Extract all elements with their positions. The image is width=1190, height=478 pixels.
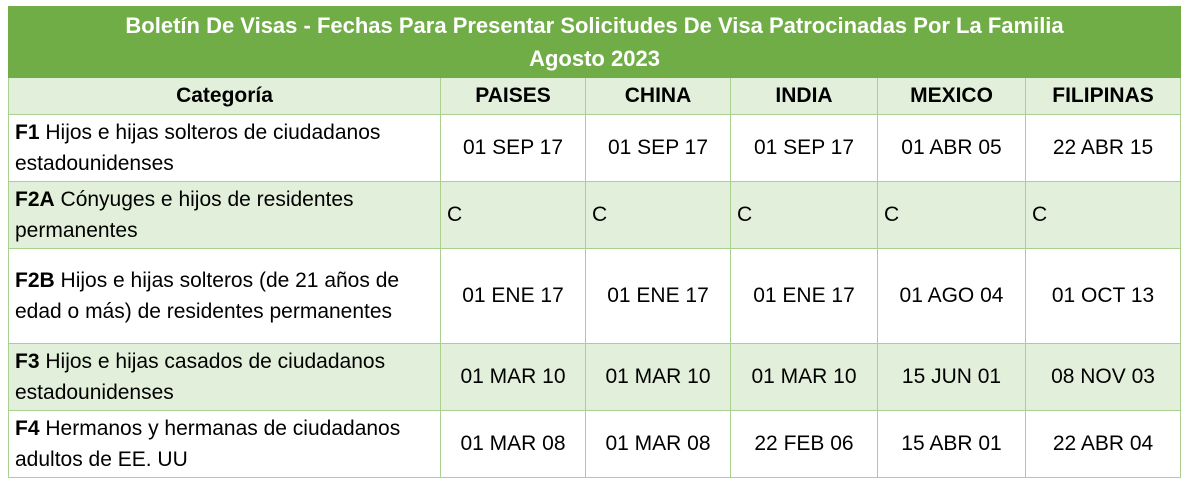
date-cell: 01 OCT 13 bbox=[1024, 248, 1182, 344]
column-header: CHINA bbox=[585, 77, 731, 115]
date-cell: 01 SEP 17 bbox=[585, 114, 731, 182]
date-cell: 01 MAR 10 bbox=[440, 343, 586, 411]
category-code: F1 bbox=[15, 121, 40, 144]
category-code: F3 bbox=[15, 350, 40, 373]
date-cell: C bbox=[877, 181, 1026, 249]
date-cell: 08 NOV 03 bbox=[1024, 343, 1182, 411]
category-cell: F4 Hermanos y hermanas de ciudadanos adu… bbox=[8, 410, 441, 478]
table-row: F1 Hijos e hijas solteros de ciudadanos … bbox=[8, 114, 1182, 182]
category-description: Hijos e hijas solteros (de 21 años de ed… bbox=[15, 269, 400, 323]
table-row: F4 Hermanos y hermanas de ciudadanos adu… bbox=[8, 410, 1182, 478]
category-cell: F2A Cónyuges e hijos de residentes perma… bbox=[8, 181, 441, 249]
category-code: F2B bbox=[15, 269, 55, 292]
date-cell: 15 ABR 01 bbox=[877, 410, 1026, 478]
date-cell: 01 ABR 05 bbox=[877, 114, 1026, 182]
title-line-1: Boletín De Visas - Fechas Para Presentar… bbox=[125, 13, 1064, 38]
date-cell: 01 MAR 10 bbox=[585, 343, 731, 411]
category-description: Hijos e hijas solteros de ciudadanos est… bbox=[15, 121, 381, 175]
column-header: MEXICO bbox=[877, 77, 1026, 115]
column-header: PAISES bbox=[440, 77, 586, 115]
date-cell: 15 JUN 01 bbox=[877, 343, 1026, 411]
date-cell: 01 MAR 08 bbox=[440, 410, 586, 478]
category-cell: F1 Hijos e hijas solteros de ciudadanos … bbox=[8, 114, 441, 182]
column-header: FILIPINAS bbox=[1024, 77, 1182, 115]
date-cell: 01 ENE 17 bbox=[585, 248, 731, 344]
title-line-2: Agosto 2023 bbox=[529, 46, 660, 71]
date-cell: C bbox=[585, 181, 731, 249]
date-cell: 01 SEP 17 bbox=[440, 114, 586, 182]
date-cell: 01 AGO 04 bbox=[877, 248, 1026, 344]
date-cell: 22 ABR 15 bbox=[1024, 114, 1182, 182]
category-description: Hijos e hijas casados de ciudadanos esta… bbox=[15, 350, 386, 404]
category-description: Cónyuges e hijos de residentes permanent… bbox=[15, 188, 354, 242]
date-cell: 01 MAR 08 bbox=[585, 410, 731, 478]
date-cell: C bbox=[730, 181, 878, 249]
table-row: F3 Hijos e hijas casados de ciudadanos e… bbox=[8, 343, 1182, 411]
date-cell: 01 SEP 17 bbox=[730, 114, 878, 182]
date-cell: 01 ENE 17 bbox=[730, 248, 878, 344]
date-cell: 22 ABR 04 bbox=[1024, 410, 1182, 478]
date-cell: C bbox=[1024, 181, 1182, 249]
column-header: Categoría bbox=[8, 77, 441, 115]
table-row: F2B Hijos e hijas solteros (de 21 años d… bbox=[8, 248, 1182, 344]
column-header: INDIA bbox=[730, 77, 878, 115]
category-code: F4 bbox=[15, 417, 40, 440]
date-cell: C bbox=[440, 181, 586, 249]
date-cell: 01 MAR 10 bbox=[730, 343, 878, 411]
table-row: F2A Cónyuges e hijos de residentes perma… bbox=[8, 181, 1182, 249]
category-description: Hermanos y hermanas de ciudadanos adulto… bbox=[15, 417, 401, 471]
date-cell: 22 FEB 06 bbox=[730, 410, 878, 478]
category-code: F2A bbox=[15, 188, 55, 211]
category-cell: F3 Hijos e hijas casados de ciudadanos e… bbox=[8, 343, 441, 411]
visa-bulletin-table: Boletín De Visas - Fechas Para Presentar… bbox=[7, 6, 1182, 478]
category-cell: F2B Hijos e hijas solteros (de 21 años d… bbox=[8, 248, 441, 344]
table-title: Boletín De Visas - Fechas Para Presentar… bbox=[7, 6, 1182, 78]
date-cell: 01 ENE 17 bbox=[440, 248, 586, 344]
